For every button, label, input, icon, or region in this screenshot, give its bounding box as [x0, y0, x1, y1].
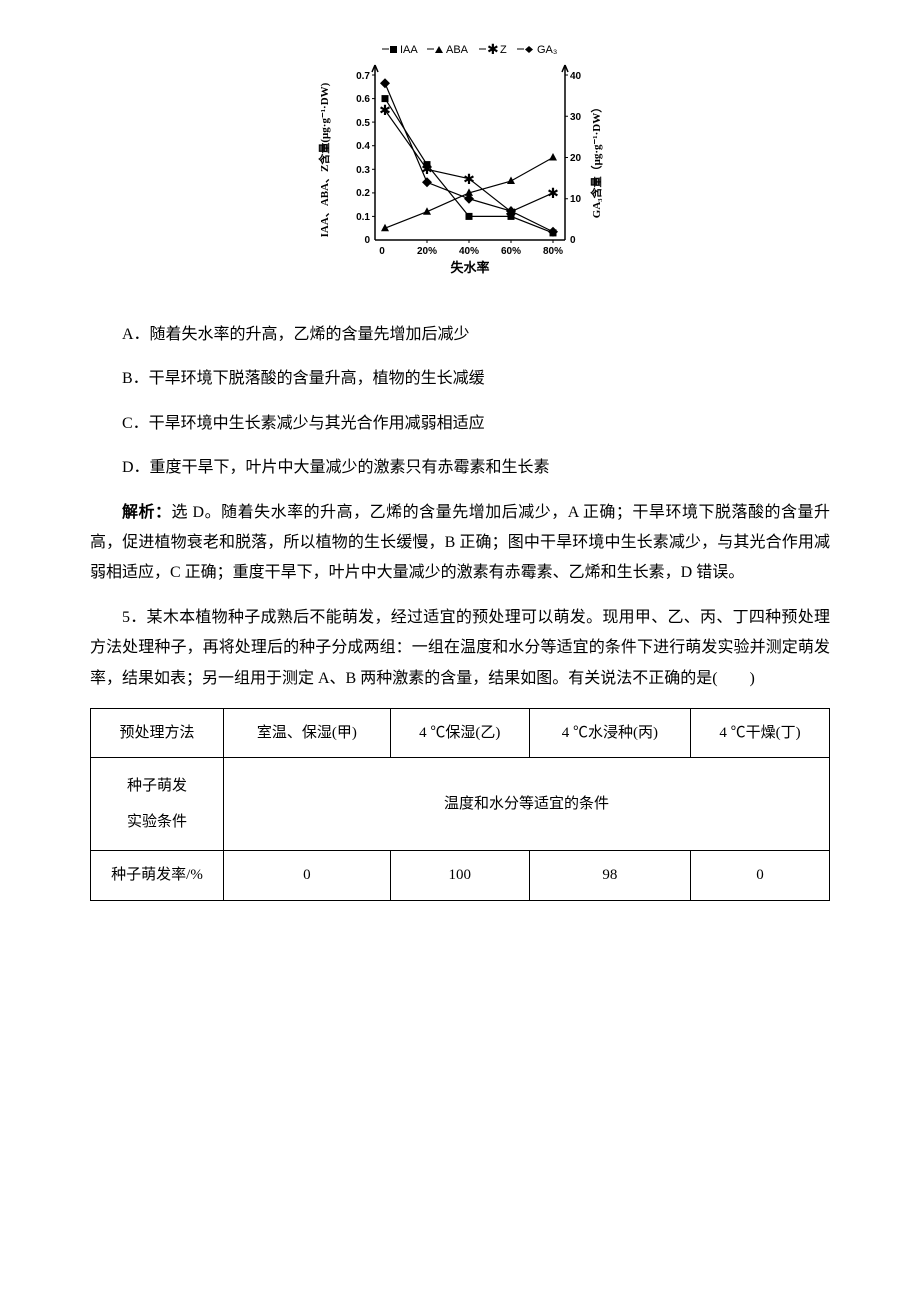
row-condition-label: 种子萌发实验条件	[91, 758, 224, 851]
option-a: A．随着失水率的升高，乙烯的含量先增加后减少	[90, 320, 830, 350]
table-row: 种子萌发实验条件 温度和水分等适宜的条件	[91, 758, 830, 851]
svg-text:80%: 80%	[543, 246, 563, 257]
svg-text:✱: ✱	[547, 185, 559, 201]
chart-container: IAA ABA ✱ Z GA₃ IAA、ABA、Z含量(μg·g⁻¹·DW) G…	[90, 40, 830, 290]
svg-text:0: 0	[364, 235, 370, 246]
option-d: D．重度干旱下，叶片中大量减少的激素只有赤霉素和生长素	[90, 453, 830, 483]
rate-yi: 100	[390, 851, 529, 901]
header-method: 预处理方法	[91, 708, 224, 758]
svg-text:30: 30	[570, 112, 582, 123]
svg-text:失水率: 失水率	[450, 260, 489, 275]
svg-text:0.3: 0.3	[356, 165, 370, 176]
svg-text:IAA、ABA、Z含量(μg·g⁻¹·DW): IAA、ABA、Z含量(μg·g⁻¹·DW)	[317, 82, 331, 237]
header-ding: 4 ℃干燥(丁)	[690, 708, 829, 758]
svg-text:0.5: 0.5	[356, 118, 370, 129]
germination-table: 预处理方法 室温、保湿(甲) 4 ℃保湿(乙) 4 ℃水浸种(丙) 4 ℃干燥(…	[90, 708, 830, 901]
svg-text:0: 0	[570, 235, 576, 246]
svg-text:✱: ✱	[487, 41, 499, 57]
analysis-text: 选 D。随着失水率的升高，乙烯的含量先增加后减少，A 正确；干旱环境下脱落酸的含…	[90, 504, 830, 582]
svg-text:20: 20	[570, 153, 582, 164]
svg-text:20%: 20%	[417, 246, 437, 257]
svg-text:0.7: 0.7	[356, 71, 370, 82]
question-5: 5．某木本植物种子成熟后不能萌发，经过适宜的预处理可以萌发。现用甲、乙、丙、丁四…	[90, 603, 830, 694]
svg-text:40: 40	[570, 71, 582, 82]
svg-text:✱: ✱	[463, 171, 475, 187]
header-jia: 室温、保湿(甲)	[224, 708, 391, 758]
analysis-paragraph: 解析：选 D。随着失水率的升高，乙烯的含量先增加后减少，A 正确；干旱环境下脱落…	[90, 498, 830, 589]
svg-text:40%: 40%	[459, 246, 479, 257]
svg-text:60%: 60%	[501, 246, 521, 257]
svg-text:GA₃: GA₃	[537, 44, 557, 56]
rate-bing: 98	[529, 851, 690, 901]
svg-text:10: 10	[570, 194, 582, 205]
svg-text:✱: ✱	[421, 161, 433, 177]
option-c: C．干旱环境中生长素减少与其光合作用减弱相适应	[90, 409, 830, 439]
svg-text:IAA: IAA	[400, 44, 418, 56]
svg-text:GA₃含量（μg·g⁻¹·DW）: GA₃含量（μg·g⁻¹·DW）	[589, 102, 603, 218]
svg-text:ABA: ABA	[446, 44, 469, 56]
analysis-label: 解析：	[122, 504, 172, 521]
hormone-chart: IAA ABA ✱ Z GA₃ IAA、ABA、Z含量(μg·g⁻¹·DW) G…	[310, 40, 610, 290]
header-bing: 4 ℃水浸种(丙)	[529, 708, 690, 758]
svg-text:✱: ✱	[379, 102, 391, 118]
svg-text:Z: Z	[500, 44, 507, 56]
svg-text:0.6: 0.6	[356, 94, 370, 105]
row-rate-label: 种子萌发率/%	[91, 851, 224, 901]
svg-text:0.4: 0.4	[356, 141, 370, 152]
header-yi: 4 ℃保湿(乙)	[390, 708, 529, 758]
option-b: B．干旱环境下脱落酸的含量升高，植物的生长减缓	[90, 364, 830, 394]
svg-text:0: 0	[379, 246, 385, 257]
svg-text:0.1: 0.1	[356, 212, 370, 223]
table-header-row: 预处理方法 室温、保湿(甲) 4 ℃保湿(乙) 4 ℃水浸种(丙) 4 ℃干燥(…	[91, 708, 830, 758]
rate-jia: 0	[224, 851, 391, 901]
rate-ding: 0	[690, 851, 829, 901]
svg-text:0.2: 0.2	[356, 188, 370, 199]
table-row: 种子萌发率/% 0 100 98 0	[91, 851, 830, 901]
row-condition-value: 温度和水分等适宜的条件	[224, 758, 830, 851]
